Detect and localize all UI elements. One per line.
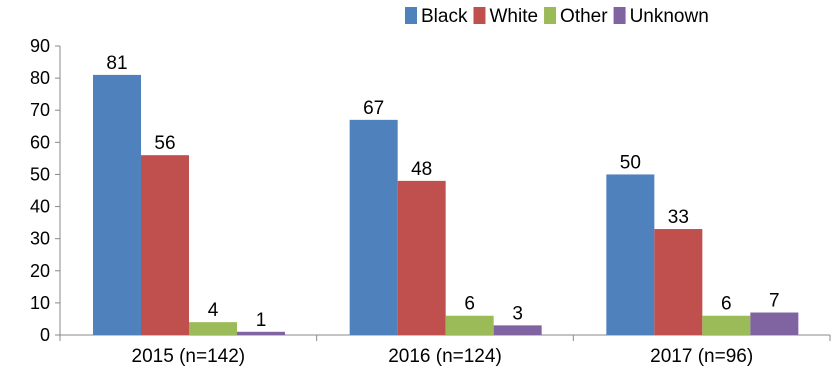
y-tick-label: 60	[30, 132, 50, 152]
data-label: 3	[512, 303, 523, 324]
data-label: 1	[256, 310, 267, 331]
y-axis: 0 10 20 30 40 50 60 70 80 90	[30, 36, 61, 345]
data-label: 50	[620, 152, 641, 173]
data-label: 48	[411, 159, 432, 180]
legend: Black White Other Unknown	[405, 6, 709, 27]
bar-white	[397, 180, 446, 335]
data-label: 7	[769, 291, 780, 312]
data-label: 67	[363, 98, 384, 119]
y-tick-label: 70	[30, 100, 50, 120]
y-tick-label: 90	[30, 36, 50, 56]
legend-swatch-unknown	[613, 7, 626, 24]
bar-black	[93, 74, 141, 336]
bar-other	[445, 315, 494, 335]
y-tick-label: 50	[30, 164, 50, 184]
x-axis: 2015 (n=142) 2016 (n=124) 2017 (n=96)	[59, 334, 831, 367]
bars: 81 67 50 56 48 33 4 6 6 1 3 7	[93, 53, 799, 336]
data-label: 56	[154, 133, 175, 154]
legend-label: Other	[560, 6, 608, 27]
x-tick-label: 2015 (n=142)	[132, 346, 246, 367]
bar-other	[189, 322, 237, 335]
data-label: 4	[208, 300, 219, 321]
bar-black	[349, 119, 398, 335]
data-label: 6	[464, 294, 475, 315]
legend-label: Black	[421, 6, 468, 27]
bar-black	[606, 174, 655, 335]
data-label: 6	[721, 294, 732, 315]
legend-swatch-other	[544, 7, 557, 24]
y-tick-label: 20	[30, 261, 50, 281]
y-tick-label: 40	[30, 197, 50, 217]
y-tick-label: 0	[40, 325, 50, 345]
x-tick-label: 2017 (n=96)	[650, 346, 753, 367]
legend-swatch-white	[473, 7, 486, 24]
y-tick-label: 30	[30, 229, 50, 249]
data-label: 81	[106, 53, 127, 74]
x-tick-label: 2016 (n=124)	[388, 346, 502, 367]
bar-unknown	[750, 312, 799, 335]
y-tick-label: 80	[30, 68, 50, 88]
bar-unknown	[493, 325, 542, 335]
bar-white	[654, 229, 703, 335]
legend-label: Unknown	[630, 6, 709, 27]
y-tick-label: 10	[30, 293, 50, 313]
bar-white	[141, 155, 189, 335]
legend-label: White	[489, 6, 538, 27]
legend-swatch-black	[405, 7, 417, 24]
data-label: 33	[668, 207, 689, 228]
bar-unknown	[237, 331, 285, 335]
bar-other	[702, 315, 751, 335]
